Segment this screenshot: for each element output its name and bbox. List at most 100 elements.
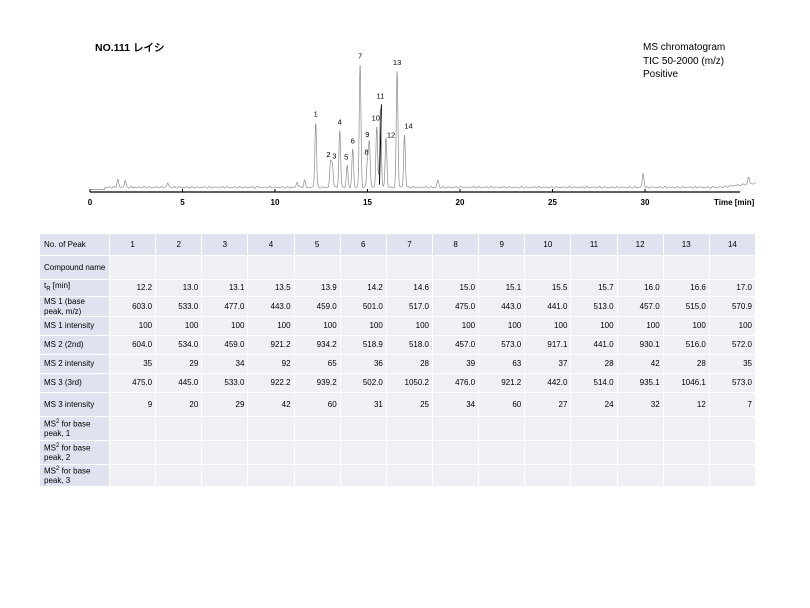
table-row: MS 1 intensity 100 100 100 100 100 100 100 100 10…	[39, 316, 757, 336]
table-cell	[108, 255, 157, 280]
peak-label-11: 11	[377, 92, 385, 101]
table-cell: 42	[247, 392, 295, 417]
table-cell	[108, 464, 157, 487]
table-cell: 13.5	[247, 279, 295, 297]
peak-label-12: 12	[387, 130, 395, 139]
table-row: MS2 for base peak, 3	[39, 464, 757, 487]
table-cell: 517.0	[385, 296, 433, 317]
table-header-peak-2: 2	[155, 233, 203, 256]
table-cell: 34	[431, 392, 480, 417]
table-cell: 65	[293, 354, 341, 374]
x-tick-label: 25	[548, 198, 557, 207]
table-cell	[108, 440, 157, 465]
table-cell: 100	[293, 316, 341, 336]
table-cell: 533.0	[155, 296, 203, 317]
table-cell: 572.0	[708, 335, 757, 355]
table-cell	[524, 464, 572, 487]
table-cell	[201, 255, 249, 280]
table-cell	[431, 255, 480, 280]
info-line-mode: MS chromatogram	[643, 42, 726, 53]
table-cell	[570, 255, 618, 280]
table-cell: 35	[708, 354, 757, 374]
table-header-peak-14: 14	[708, 233, 757, 256]
table-cell: 475.0	[108, 373, 157, 393]
table-cell: 28	[570, 354, 618, 374]
table-cell: 100	[616, 316, 664, 336]
table-cell: 1046.1	[662, 373, 710, 393]
table-cell: 445.0	[155, 373, 203, 393]
table-cell: 29	[201, 392, 249, 417]
table-cell: 442.0	[524, 373, 572, 393]
table-header-peak-8: 8	[431, 233, 480, 256]
table-cell	[616, 416, 664, 441]
table-header-peak-4: 4	[247, 233, 295, 256]
table-header-peak-10: 10	[524, 233, 572, 256]
table-row: MS2 for base peak, 2	[39, 440, 757, 465]
table-cell: 459.0	[293, 296, 341, 317]
table-cell	[662, 416, 710, 441]
info-line-range: TIC 50-2000 (m/z)	[643, 55, 725, 67]
peak-label-3: 3	[332, 151, 336, 160]
table-cell: 935.1	[616, 373, 664, 393]
table-cell: 25	[385, 392, 433, 417]
table-cell	[293, 440, 341, 465]
row-label: MS2 for base peak, 1	[39, 416, 110, 441]
table-cell	[616, 464, 664, 487]
table-cell: 100	[201, 316, 249, 336]
table-cell: 501.0	[339, 296, 387, 317]
table-cell: 16.0	[616, 279, 664, 297]
table-cell: 573.0	[708, 373, 757, 393]
table-cell: 100	[431, 316, 480, 336]
table-cell	[662, 440, 710, 465]
table-cell: 20	[155, 392, 203, 417]
table-cell: 13.1	[201, 279, 249, 297]
table-cell: 7	[708, 392, 757, 417]
peak-11-leader-line	[378, 104, 382, 185]
table-cell	[293, 464, 341, 487]
table-row: MS 1 (base peak, m/z) 603.0 533.0 477.0 443.…	[39, 296, 757, 317]
table-header-peak-1: 1	[108, 233, 157, 256]
table-cell: 31	[339, 392, 387, 417]
table-cell: 604.0	[108, 335, 157, 355]
table-cell: 15.7	[570, 279, 618, 297]
table-cell	[708, 416, 757, 441]
table-cell	[524, 416, 572, 441]
table-cell: 921.2	[478, 373, 526, 393]
table-cell	[339, 464, 387, 487]
table-cell	[570, 440, 618, 465]
table-cell	[293, 255, 341, 280]
table-cell	[155, 255, 203, 280]
table-cell: 533.0	[201, 373, 249, 393]
table-header-peak-5: 5	[293, 233, 341, 256]
row-label: MS 3 intensity	[39, 392, 110, 417]
table-cell: 27	[524, 392, 572, 417]
table-cell	[201, 440, 249, 465]
table-cell: 100	[524, 316, 572, 336]
table-cell	[662, 464, 710, 487]
table-cell	[431, 416, 480, 441]
table-row: MS 2 (2nd) 604.0 534.0 459.0 921.2 934.2 518.9…	[39, 335, 757, 355]
table-cell: 15.5	[524, 279, 572, 297]
table-header-peak-9: 9	[478, 233, 526, 256]
table-cell: 475.0	[431, 296, 480, 317]
table-cell	[478, 416, 526, 441]
table-cell: 921.2	[247, 335, 295, 355]
table-header-peak-11: 11	[570, 233, 618, 256]
chromatogram-info: MS chromatogram TIC 50-2000 (m/z) Positi…	[643, 41, 725, 82]
table-cell: 14.2	[339, 279, 387, 297]
table-cell	[616, 255, 664, 280]
table-cell: 16.6	[662, 279, 710, 297]
page-title: NO.111 レイシ	[95, 42, 165, 54]
table-cell	[662, 255, 710, 280]
row-label: tR [min]	[39, 279, 110, 297]
table-cell	[478, 255, 526, 280]
peak-label-14: 14	[404, 122, 412, 131]
table-cell: 37	[524, 354, 572, 374]
row-label: MS 2 intensity	[39, 354, 110, 374]
table-cell: 443.0	[247, 296, 295, 317]
table-cell: 12	[662, 392, 710, 417]
table-cell	[524, 440, 572, 465]
table-cell: 930.1	[616, 335, 664, 355]
peak-label-2: 2	[326, 150, 330, 159]
row-label: MS 1 intensity	[39, 316, 110, 336]
